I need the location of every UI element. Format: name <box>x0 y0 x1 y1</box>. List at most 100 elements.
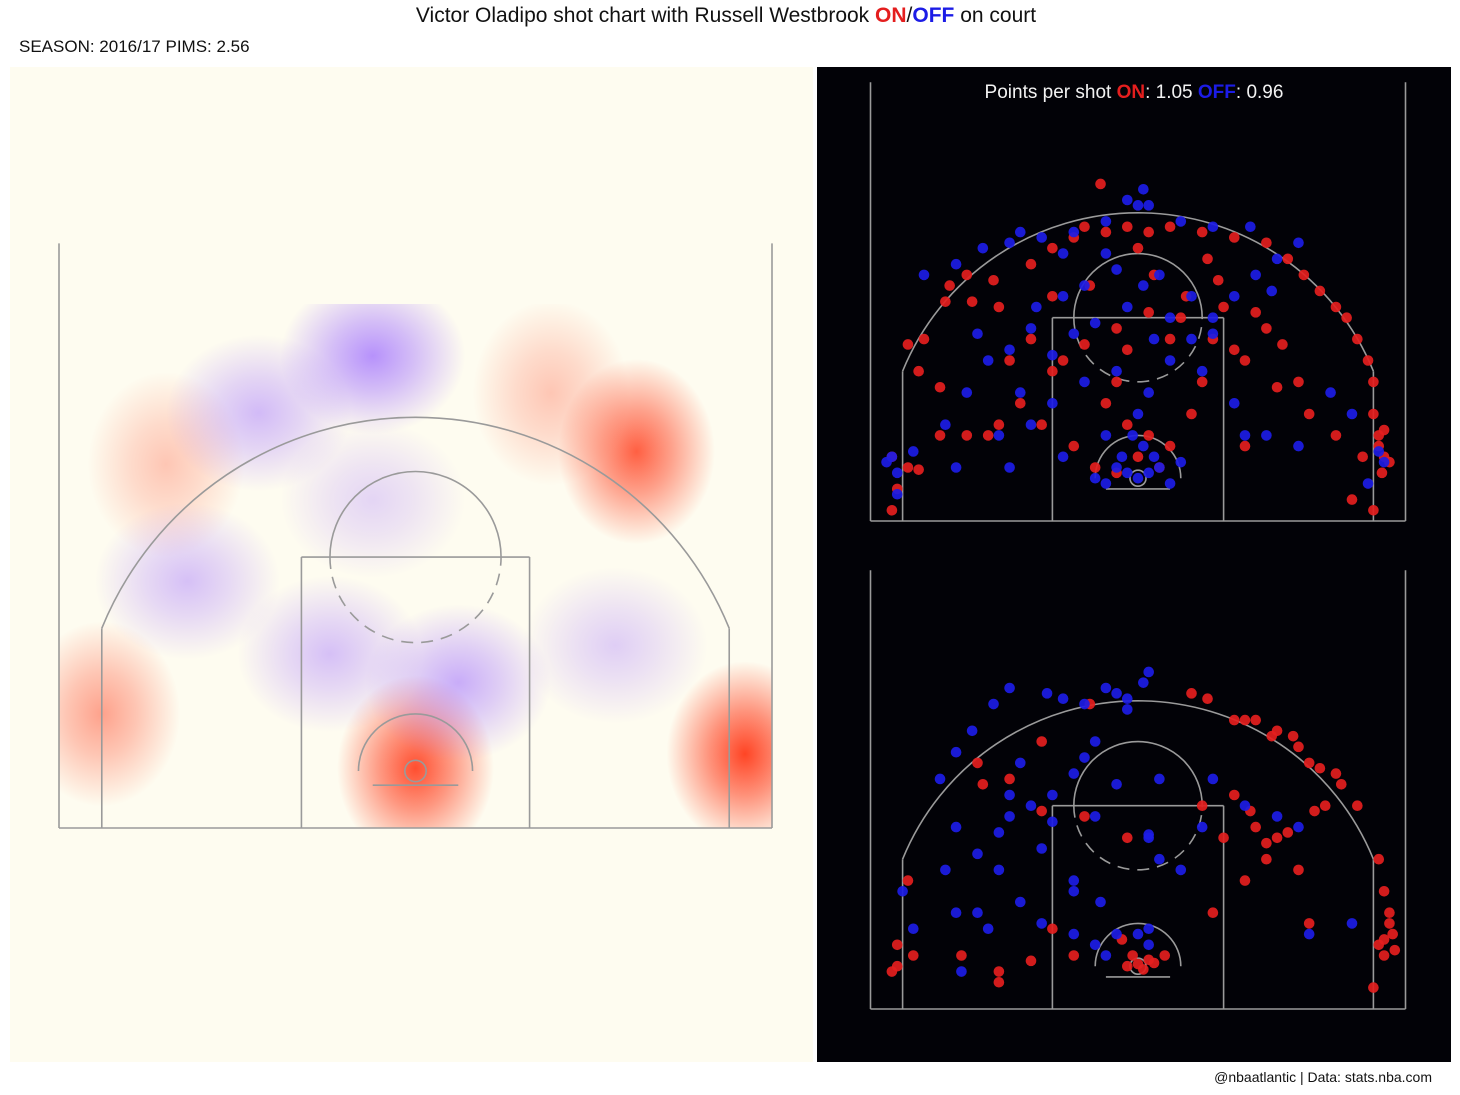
shot-dot-on <box>1250 821 1261 833</box>
shot-dot-on <box>1309 805 1320 817</box>
shot-dot-on <box>1282 253 1294 265</box>
on-court-three-point-arc <box>901 212 1375 372</box>
shot-dot-off <box>1239 800 1251 811</box>
shot-dot-off <box>1143 467 1154 479</box>
shot-dot-on <box>993 976 1005 988</box>
shot-dot-on <box>1319 800 1331 811</box>
shot-dot-off <box>940 864 951 876</box>
shot-dot-off <box>1346 408 1358 420</box>
shot-dot-on <box>1303 757 1315 769</box>
shot-dot-on <box>902 339 914 350</box>
shot-dot-off <box>1079 280 1090 291</box>
shot-dot-on <box>1368 376 1379 388</box>
shot-dot-on <box>1196 800 1208 811</box>
off-court-free-throw-circle-bottom <box>1073 805 1203 871</box>
heat-hotspot <box>237 575 423 733</box>
shot-dot-off <box>1138 280 1149 291</box>
shot-dot-on <box>1218 301 1229 313</box>
shot-dot-on <box>1127 950 1138 961</box>
shot-dot-off <box>1100 478 1112 489</box>
shot-dot-on <box>1362 355 1374 366</box>
shot-dot-on <box>1336 779 1347 790</box>
shot-dot-on <box>1378 950 1390 961</box>
shot-dot-off <box>1068 328 1080 340</box>
shot-dot-on <box>1138 964 1149 975</box>
shot-dot-off <box>1143 939 1154 951</box>
shot-dot-off <box>1164 312 1176 324</box>
shot-dot-on <box>1143 226 1154 238</box>
shot-dot-on <box>1047 291 1058 302</box>
shot-dot-off <box>1362 478 1374 489</box>
shot-dot-on <box>1250 307 1261 318</box>
shot-dot-off <box>993 827 1005 838</box>
ppg-on-value: : 1.05 <box>1145 82 1198 103</box>
shot-dot-off <box>982 355 994 366</box>
shot-dot-on <box>1293 864 1304 876</box>
shot-dot-on <box>977 779 989 790</box>
heat-hotspot <box>94 502 281 660</box>
shot-dot-off <box>950 746 962 758</box>
shot-dot-off <box>1025 323 1037 334</box>
shot-dot-off <box>1100 430 1112 441</box>
shot-dot-on <box>1229 789 1240 801</box>
shot-dot-off <box>993 430 1005 441</box>
shot-dot-on <box>1111 323 1122 334</box>
shot-dot-off <box>977 242 989 254</box>
shot-dot-on <box>1389 944 1401 956</box>
shot-dot-off <box>1068 886 1080 897</box>
shot-dot-off <box>1175 216 1187 227</box>
heat-hotspot <box>522 567 708 724</box>
shot-dot-on <box>908 950 919 961</box>
shot-dot-off <box>1186 291 1197 302</box>
shot-dot-off <box>1036 232 1047 243</box>
shot-dot-on <box>1378 886 1390 897</box>
shot-dot-on <box>918 333 930 345</box>
shot-dot-off <box>1025 800 1037 811</box>
shot-dot-on <box>1186 408 1197 420</box>
shot-dot-off <box>1186 333 1197 345</box>
shot-dot-on <box>1111 376 1122 388</box>
heat-hotspot <box>666 661 772 828</box>
shot-dot-on <box>1261 323 1272 334</box>
shot-dot-off <box>1047 816 1058 828</box>
on-court-rim <box>1129 469 1147 488</box>
heat-court-rim <box>404 759 427 783</box>
shot-dot-on <box>1079 811 1090 822</box>
shot-dot-off <box>1196 821 1208 833</box>
shot-dot-off <box>1132 928 1144 940</box>
shot-dot-on <box>1330 430 1342 441</box>
shot-dot-off <box>1025 419 1037 431</box>
scatter-panel <box>817 67 1451 1062</box>
shot-dot-off <box>1015 896 1026 908</box>
shot-dot-off <box>1154 462 1165 473</box>
shot-dot-on <box>891 960 903 972</box>
shot-dot-on <box>1287 730 1299 742</box>
shot-dot-on <box>1368 505 1379 516</box>
shot-dot-on <box>913 365 924 377</box>
shot-dot-on <box>1376 467 1388 479</box>
heat-hotspot <box>280 421 466 579</box>
shot-dot-off <box>1079 752 1090 763</box>
shot-dot-on <box>1143 430 1154 441</box>
shot-dot-on <box>1025 258 1037 270</box>
shot-dot-on <box>1068 440 1080 452</box>
shot-dot-on <box>1079 339 1090 350</box>
shot-dot-on <box>1212 274 1224 286</box>
heatmap-court-lines <box>58 243 773 829</box>
shot-dot-off <box>982 923 994 935</box>
shot-dot-off <box>1122 301 1133 313</box>
chart-title: Victor Oladipo shot chart with Russell W… <box>0 4 1452 28</box>
shot-dot-off <box>972 328 983 340</box>
shot-dot-off <box>1261 430 1272 441</box>
shot-dot-on <box>940 296 951 307</box>
shot-dot-off <box>1089 472 1101 484</box>
shot-dot-off <box>1325 387 1336 398</box>
shot-dot-on <box>972 757 983 769</box>
shot-dot-off <box>1111 688 1122 699</box>
shot-dot-off <box>1138 440 1149 452</box>
shot-dot-on <box>1229 232 1240 243</box>
shot-dot-on <box>1079 221 1090 233</box>
title-prefix: Victor Oladipo shot chart with Russell W… <box>415 4 876 27</box>
shot-dot-on <box>1352 333 1363 345</box>
shot-dot-on <box>1164 333 1176 345</box>
